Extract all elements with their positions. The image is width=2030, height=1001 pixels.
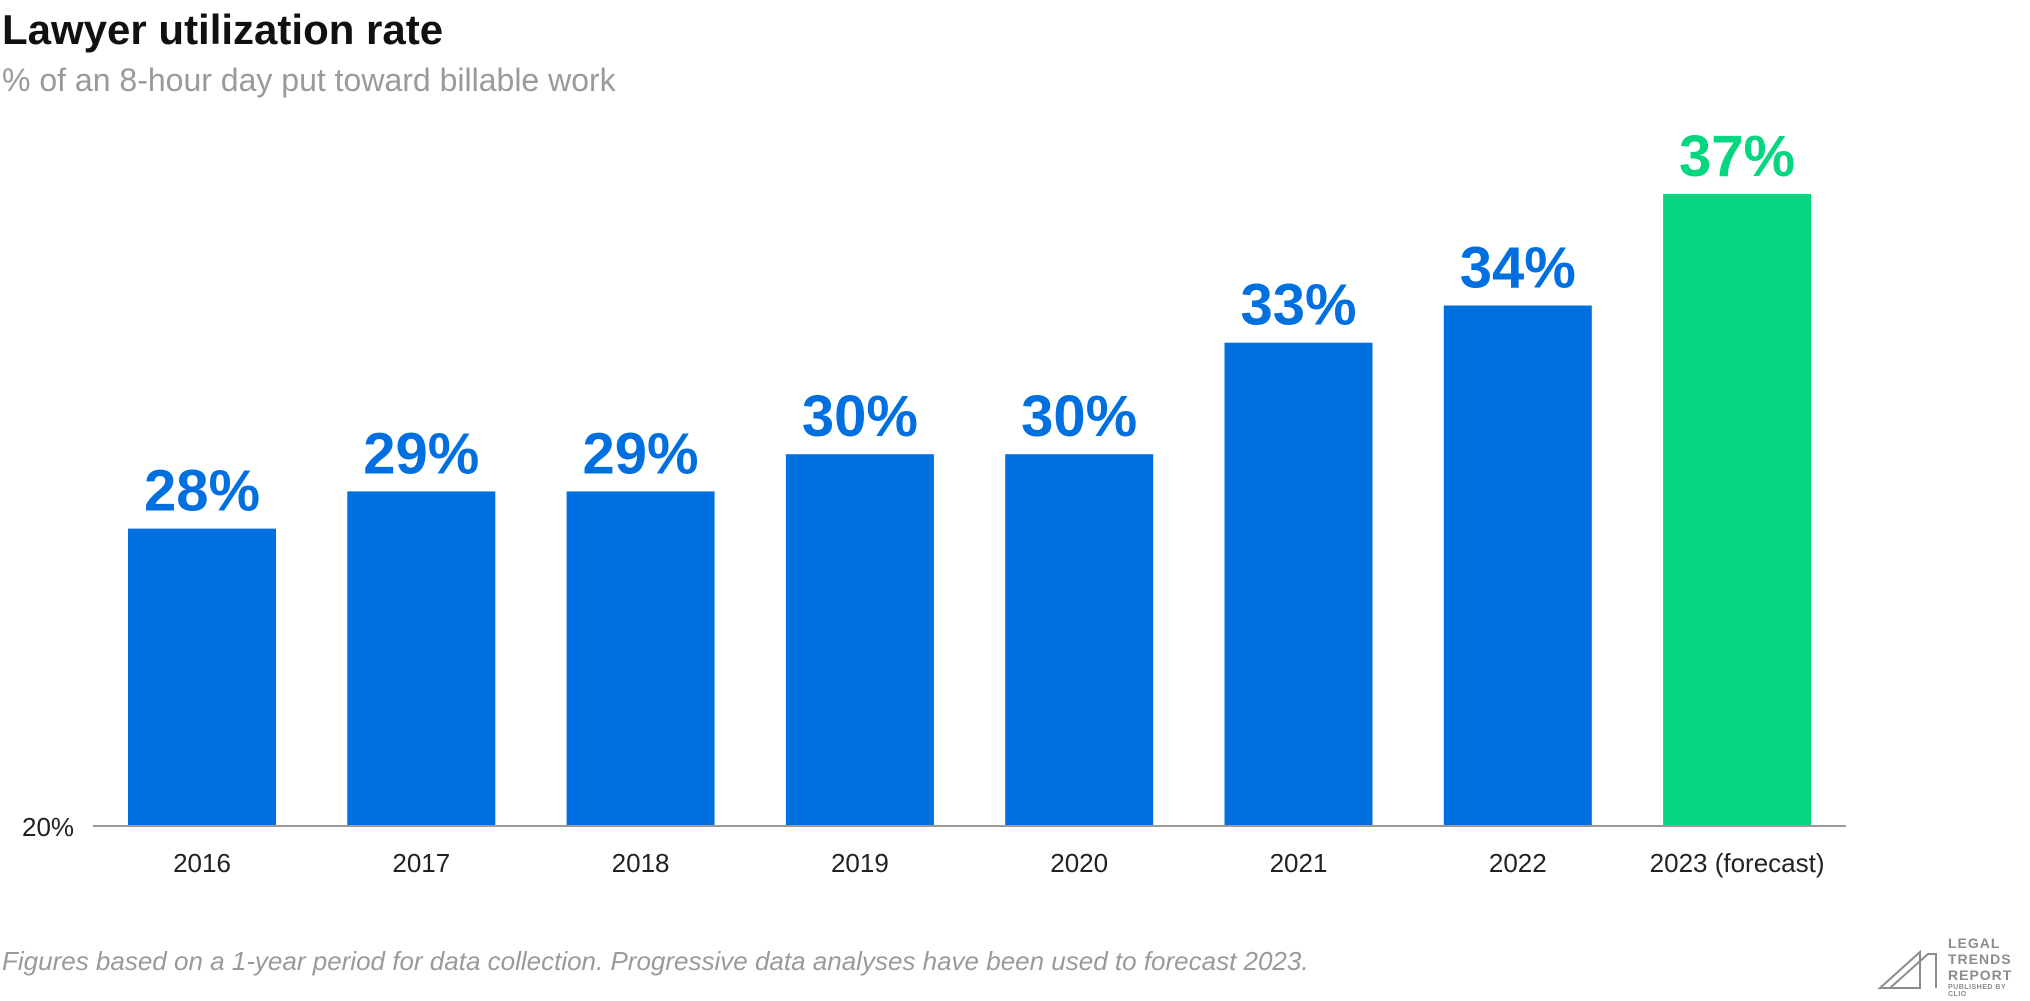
bar-2022: [1443, 305, 1592, 826]
bar-2019: [785, 454, 934, 826]
data-label: 29%: [363, 421, 479, 486]
x-tick-labels-layer: 2016 2017 2018 2019 2020 2021 2022 2023 (foreca…: [173, 848, 1824, 878]
x-tick-label: 2019: [831, 848, 889, 878]
publisher-logo: LEGAL TRENDS REPORT PUBLISHED BY CLIO: [1876, 934, 2026, 998]
chart-title: Lawyer utilization rate: [2, 6, 444, 53]
data-label: 28%: [144, 459, 260, 524]
x-tick-label: 2020: [1050, 848, 1108, 878]
x-tick-label: 2018: [612, 848, 670, 878]
data-label: 30%: [802, 384, 918, 449]
x-tick-label: 2021: [1270, 848, 1328, 878]
x-tick-label: 2022: [1489, 848, 1547, 878]
logo-line-1: LEGAL: [1948, 935, 2001, 951]
data-label: 29%: [583, 421, 699, 486]
bar-2021: [1224, 342, 1373, 826]
axis-layer: 20%: [22, 812, 1846, 842]
bar-2018: [566, 491, 715, 826]
bars-layer: [128, 194, 1812, 826]
data-label: 30%: [1021, 384, 1137, 449]
x-tick-label: 2016: [173, 848, 231, 878]
bar-2023-forecast: [1663, 194, 1812, 826]
data-label: 33%: [1240, 273, 1356, 338]
data-label: 34%: [1460, 236, 1576, 301]
bar-2017: [347, 491, 496, 826]
data-labels-layer: 28% 29% 29% 30% 30% 33% 34% 37%: [144, 124, 1795, 524]
logo-line-3: REPORT: [1948, 967, 2013, 983]
bar-2020: [1005, 454, 1154, 826]
legal-trends-report-logo-icon: [1877, 949, 1937, 989]
data-label: 37%: [1679, 124, 1795, 189]
logo-line-2: TRENDS: [1948, 951, 2012, 967]
y-tick-label: 20%: [22, 812, 74, 842]
x-tick-label: 2023 (forecast): [1650, 848, 1825, 878]
x-tick-label: 2017: [392, 848, 450, 878]
chart-subtitle: % of an 8-hour day put toward billable w…: [2, 62, 616, 98]
bar-2016: [128, 528, 276, 826]
logo-publisher: PUBLISHED BY CLIO: [1948, 984, 2006, 998]
footnote: Figures based on a 1-year period for dat…: [2, 946, 1309, 976]
